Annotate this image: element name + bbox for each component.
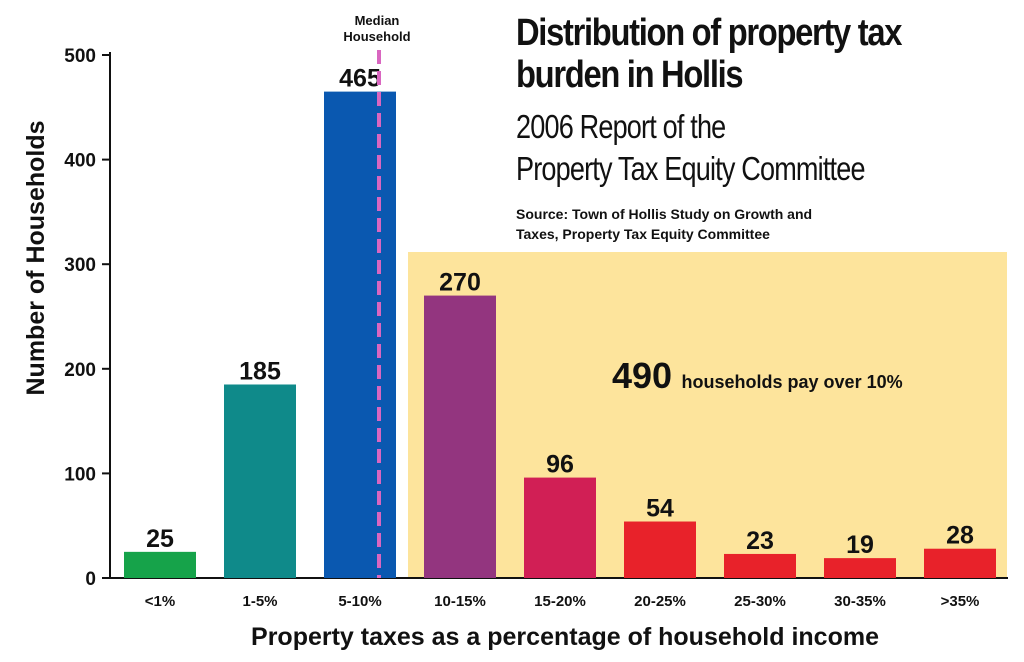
highlight-region <box>408 252 1007 578</box>
data-labels: 25 <1% 185 1-5% 465 5-10% 270 10-15% 96 15-20% 54 2… <box>145 65 980 610</box>
title-line: Distribution of property tax <box>516 12 902 54</box>
x-tick-label: <1% <box>145 593 175 610</box>
y-tick-label: 400 <box>64 151 96 172</box>
bar-<1% <box>124 551 196 578</box>
bar-25-30% <box>724 553 796 578</box>
bar-10-15% <box>424 295 496 578</box>
value-label: 96 <box>546 451 574 479</box>
y-tick-label: 300 <box>64 255 96 276</box>
y-tick-label: 0 <box>85 569 96 590</box>
annotation-description: households pay over 10% <box>682 372 903 392</box>
value-label: 23 <box>746 527 774 555</box>
x-tick-label: 10-15% <box>434 593 486 610</box>
x-tick-label: 1-5% <box>242 593 277 610</box>
value-label: 465 <box>339 65 381 93</box>
value-label: 54 <box>646 495 674 523</box>
bar-15-20% <box>524 477 596 578</box>
y-axis-label: Number of Households <box>22 120 50 395</box>
annotation-number: 490 <box>612 355 672 396</box>
x-tick-label: 15-20% <box>534 593 586 610</box>
x-tick-label: 20-25% <box>634 593 686 610</box>
bar-30-35% <box>824 558 896 578</box>
chart-title: Distribution of property tax burden in H… <box>516 12 946 96</box>
x-tick-label: 25-30% <box>734 593 786 610</box>
median-label: Median <box>355 13 400 28</box>
value-label: 270 <box>439 269 481 297</box>
bars <box>124 91 996 579</box>
y-tick-label: 200 <box>64 360 96 381</box>
title-line: burden in Hollis <box>516 54 744 96</box>
annotation-text: 490 households pay over 10% <box>612 355 903 396</box>
median-label: Household <box>343 29 410 44</box>
annotation: 490 households pay over 10% <box>612 355 903 396</box>
bar-5-10% <box>324 91 396 579</box>
value-label: 185 <box>239 357 281 385</box>
value-label: 19 <box>846 531 874 559</box>
y-tick-label: 500 <box>64 46 96 67</box>
value-label: 28 <box>946 522 974 550</box>
y-tick-label: 100 <box>64 464 96 485</box>
bar-1-5% <box>224 384 296 578</box>
subtitle-line: Property Tax Equity Committee <box>516 150 866 187</box>
source-line: Source: Town of Hollis Study on Growth a… <box>516 206 813 222</box>
x-axis-label: Property taxes as a percentage of househ… <box>251 623 879 651</box>
x-tick-label: 30-35% <box>834 593 886 610</box>
bar-20-25% <box>624 521 696 578</box>
x-tick-label: >35% <box>941 593 980 610</box>
source-line: Taxes, Property Tax Equity Committee <box>516 226 770 242</box>
source-note: Source: Town of Hollis Study on Growth a… <box>516 204 812 244</box>
bar->35% <box>924 548 996 578</box>
subtitle-line: 2006 Report of the <box>516 108 726 145</box>
value-label: 25 <box>146 525 174 553</box>
chart-subtitle: 2006 Report of the Property Tax Equity C… <box>516 106 866 190</box>
x-tick-label: 5-10% <box>338 593 381 610</box>
